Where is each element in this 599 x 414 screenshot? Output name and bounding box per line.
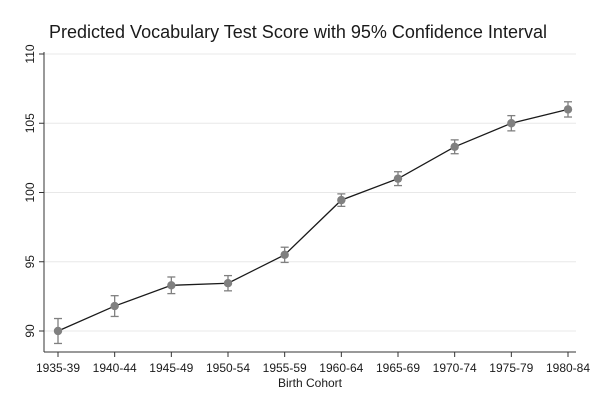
data-point (223, 279, 233, 288)
data-point (563, 105, 573, 114)
x-tick-label: 1950-54 (206, 361, 250, 375)
data-point (337, 195, 346, 205)
data-point (393, 174, 403, 183)
y-tick-label: 105 (23, 113, 37, 133)
grid-layer (44, 53, 576, 332)
data-point (110, 301, 119, 311)
x-ticks: 1935-39 1940-44 1945-49 1950-54 1955-59 1960-… (36, 352, 590, 375)
x-tick-label: 1965-69 (376, 361, 420, 375)
data-point (450, 142, 459, 151)
data-point (167, 281, 176, 290)
y-tick-label: 95 (23, 255, 37, 269)
x-tick-label: 1935-39 (36, 361, 80, 375)
x-tick-label: 1980-84 (546, 361, 590, 375)
x-tick-label: 1955-59 (263, 361, 307, 375)
series-line (57, 108, 569, 332)
data-point (53, 326, 63, 336)
y-tick-label: 100 (23, 182, 37, 202)
series-layer (53, 101, 573, 345)
x-tick-label: 1940-44 (93, 361, 137, 375)
y-tick-label: 90 (23, 324, 37, 338)
x-tick-label: 1975-79 (489, 361, 533, 375)
chart-title: Predicted Vocabulary Test Score with 95%… (49, 22, 547, 42)
y-tick-label: 110 (23, 44, 37, 63)
x-tick-label: 1945-49 (149, 361, 193, 375)
x-tick-label: 1970-74 (433, 361, 477, 375)
data-point (280, 250, 289, 260)
x-tick-label: 1960-64 (319, 361, 363, 375)
y-ticks: 90 95 100 105 110 (23, 44, 44, 338)
x-axis-label: Birth Cohort (278, 376, 343, 390)
data-point (507, 119, 516, 128)
